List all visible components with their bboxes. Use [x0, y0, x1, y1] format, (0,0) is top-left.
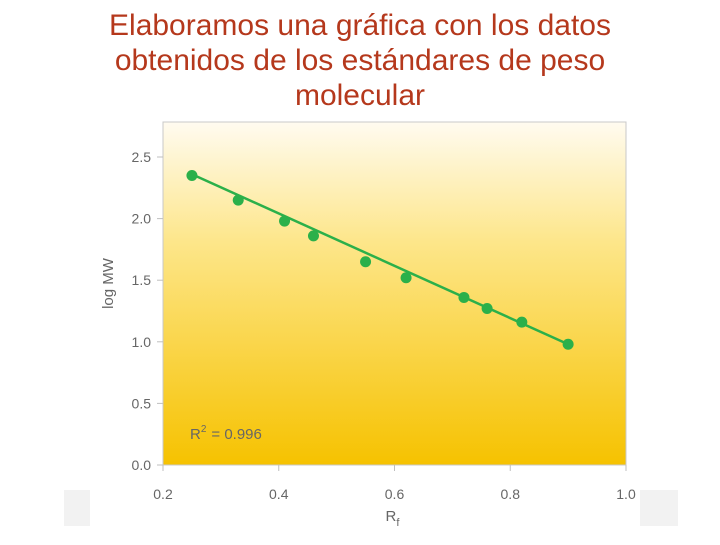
- y-axis: 0.0 0.5 1.0 1.5 2.0 2.5: [132, 149, 163, 473]
- title-line-1: Elaboramos una gráfica con los datos: [109, 9, 611, 42]
- x-axis: 0.2 0.4 0.6 0.8 1.0: [153, 465, 636, 502]
- r-squared-annotation: R2 = 0.996: [190, 424, 262, 443]
- r-squared-value: = 0.996: [211, 426, 261, 443]
- data-point: [400, 272, 412, 284]
- r-squared-label: R: [190, 426, 201, 443]
- data-point: [481, 303, 493, 315]
- trendline: [191, 173, 569, 346]
- x-tick-label: 0.6: [385, 486, 405, 502]
- data-point: [232, 194, 244, 206]
- r-squared-superscript: 2: [201, 424, 207, 435]
- data-points: [186, 169, 574, 350]
- y-tick-label: 1.0: [132, 334, 152, 350]
- y-tick-label: 1.5: [132, 272, 152, 288]
- data-point: [307, 230, 319, 242]
- data-point: [360, 256, 372, 268]
- x-tick-label: 1.0: [616, 486, 636, 502]
- x-tick-label: 0.4: [269, 486, 289, 502]
- title-line-2: obtenidos de los estándares de peso: [114, 44, 606, 77]
- y-tick-label: 0.5: [132, 395, 152, 411]
- y-tick-label: 2.5: [132, 149, 152, 165]
- y-tick-label: 0.0: [132, 457, 152, 473]
- x-tick-label: 0.2: [153, 486, 173, 502]
- decorative-box-right: [640, 490, 678, 526]
- data-point: [186, 169, 198, 181]
- data-point: [516, 316, 528, 328]
- x-axis-label: Rf: [386, 508, 401, 529]
- x-axis-label-main: R: [386, 508, 397, 525]
- decorative-box-left: [64, 490, 90, 526]
- y-tick-label: 2.0: [132, 211, 152, 227]
- data-point: [562, 338, 574, 350]
- data-point: [458, 291, 470, 303]
- data-point: [279, 215, 291, 227]
- title-line-3: molecular: [294, 79, 426, 112]
- y-axis-label: log MW: [100, 257, 117, 309]
- plot-area: [162, 121, 627, 466]
- slide-title: Elaboramos una gráfica con los datos obt…: [20, 8, 700, 113]
- x-tick-label: 0.8: [501, 486, 521, 502]
- x-axis-label-subscript: f: [396, 517, 400, 529]
